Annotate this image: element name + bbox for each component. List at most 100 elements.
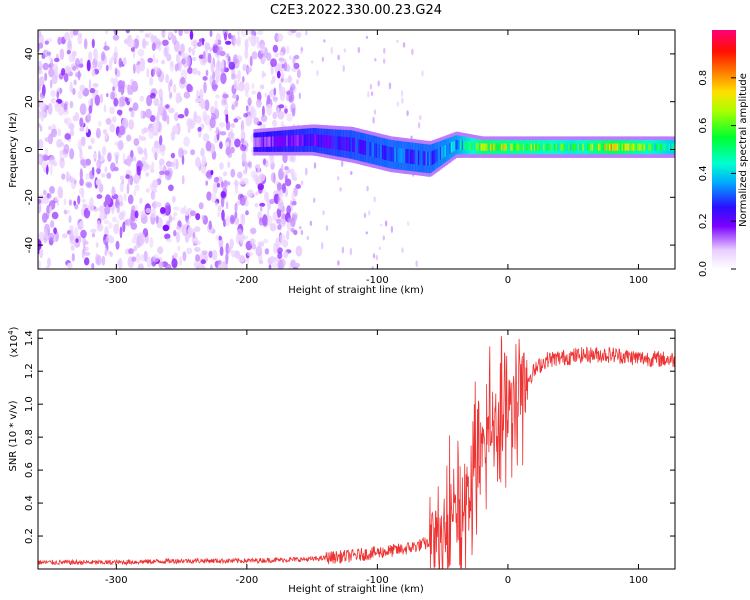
heatmap-noise-blob <box>80 229 87 239</box>
signal-band-peak <box>442 145 445 158</box>
heatmap-noise-blob <box>79 117 84 128</box>
heatmap-noise-blob <box>162 224 170 232</box>
heatmap-noise-blob <box>156 111 160 124</box>
heatmap-sparse-blob <box>300 229 304 236</box>
signal-band-peak <box>262 137 265 147</box>
signal-band-peak <box>295 135 298 147</box>
heatmap-noise-blob <box>272 119 278 127</box>
signal-band-peak <box>270 136 273 147</box>
heatmap-noise-blob <box>41 84 46 96</box>
heatmap-noise-blob <box>101 146 107 156</box>
heatmap-sparse-blob <box>417 122 421 129</box>
heatmap-noise-blob <box>276 247 283 254</box>
heatmap-noise-blob <box>73 79 77 86</box>
signal-band-peak <box>649 143 652 151</box>
colorbar-tick-label: 0.8 <box>698 70 709 86</box>
heatmap-noise-blob <box>104 226 109 235</box>
heatmap-noise-blob <box>62 109 69 115</box>
signal-band-peak <box>416 150 419 165</box>
heatmap-sparse-blob <box>370 91 374 96</box>
signal-band-peak <box>568 143 571 151</box>
heatmap-sparse-blob <box>406 110 409 117</box>
heatmap-noise-blob <box>163 47 168 57</box>
heatmap-sparse-blob <box>363 212 367 219</box>
heatmap-sparse-blob <box>371 266 374 269</box>
heatmap-y-axis-label: Frequency (Hz) <box>8 112 19 188</box>
signal-band-peak <box>565 143 568 151</box>
heatmap-noise-blob <box>83 251 91 256</box>
heatmap-noise-blob <box>44 40 49 45</box>
heatmap-noise-blob <box>137 263 144 269</box>
signal-band-peak <box>480 143 483 151</box>
heatmap-noise-blob <box>216 182 220 188</box>
heatmap-noise-blob <box>259 259 264 265</box>
heatmap-noise-blob <box>234 99 239 107</box>
signal-band-peak <box>557 143 560 151</box>
heatmap-noise-blob <box>64 133 71 140</box>
heatmap-noise-blob <box>133 63 136 74</box>
heatmap-noise-blob <box>112 34 120 41</box>
heatmap-noise-blob <box>182 251 187 262</box>
signal-band-peak <box>485 143 488 151</box>
heatmap-noise-blob <box>241 120 245 132</box>
signal-band-peak <box>283 135 286 147</box>
signal-band-peak <box>308 134 311 146</box>
heatmap-noise-blob <box>67 209 71 214</box>
heatmap-noise-blob <box>113 223 120 235</box>
heatmap-noise-blob <box>57 106 65 116</box>
signal-band-peak <box>381 145 384 160</box>
heatmap-noise-blob <box>251 90 257 95</box>
heatmap-noise-blob <box>183 204 187 214</box>
signal-band-peak <box>666 143 669 151</box>
heatmap-noise-blob <box>241 151 247 164</box>
heatmap-noise-blob <box>53 227 57 235</box>
heatmap-noise-blob <box>106 172 112 179</box>
heatmap-noise-blob <box>290 168 295 175</box>
heatmap-noise-blob <box>75 238 79 243</box>
heatmap-sparse-blob <box>401 247 404 254</box>
heatmap-noise-blob <box>290 83 296 91</box>
heatmap-noise-blob <box>115 240 120 250</box>
signal-band-peak <box>439 147 442 160</box>
heatmap-noise-blob <box>75 58 80 68</box>
heatmap-noise-blob <box>221 180 224 188</box>
signal-band-peak <box>336 136 339 150</box>
heatmap-noise-blob <box>39 125 43 132</box>
signal-band-peak <box>521 143 524 151</box>
heatmap-noise-blob <box>74 112 80 122</box>
signal-band-peak <box>358 139 361 154</box>
heatmap-noise-blob <box>218 263 224 269</box>
signal-band-peak <box>580 143 583 151</box>
heatmap-noise-blob <box>96 194 103 199</box>
heatmap-noise-blob <box>74 203 79 210</box>
heatmap-noise-blob <box>50 79 53 89</box>
heatmap-sparse-blob <box>305 167 308 176</box>
heatmap-noise-blob <box>288 55 292 60</box>
heatmap-noise-blob <box>238 254 245 263</box>
heatmap-noise-blob <box>291 200 297 206</box>
heatmap-noise-blob <box>87 112 92 122</box>
heatmap-noise-blob <box>205 180 208 186</box>
heatmap-noise-blob <box>39 248 44 259</box>
heatmap-noise-blob <box>84 246 89 252</box>
snr-y-tick-label: 0.8 <box>24 429 35 445</box>
heatmap-sparse-blob <box>373 109 377 115</box>
heatmap-noise-blob <box>157 103 164 115</box>
colorbar: 0.0 0.2 0.4 0.6 0.8 Normalized spectral ampl… <box>698 30 749 277</box>
signal-band-peak <box>587 143 589 151</box>
heatmap-noise-blob <box>201 250 208 255</box>
signal-band-peak <box>477 142 480 151</box>
heatmap-noise-blob <box>234 211 238 219</box>
heatmap-noise-blob <box>239 197 246 206</box>
heatmap-noise-blob <box>149 76 154 86</box>
heatmap-noise-blob <box>242 63 247 72</box>
heatmap-sparse-blob <box>421 70 424 77</box>
heatmap-noise-blob <box>109 106 115 115</box>
heatmap-noise-blob <box>114 67 118 76</box>
heatmap-noise-blob <box>67 262 73 269</box>
heatmap-noise-blob <box>279 233 286 243</box>
heatmap-noise-blob <box>278 104 285 109</box>
signal-band-peak <box>356 138 359 154</box>
heatmap-noise-blob <box>48 125 52 131</box>
heatmap-sparse-blob <box>401 97 404 104</box>
